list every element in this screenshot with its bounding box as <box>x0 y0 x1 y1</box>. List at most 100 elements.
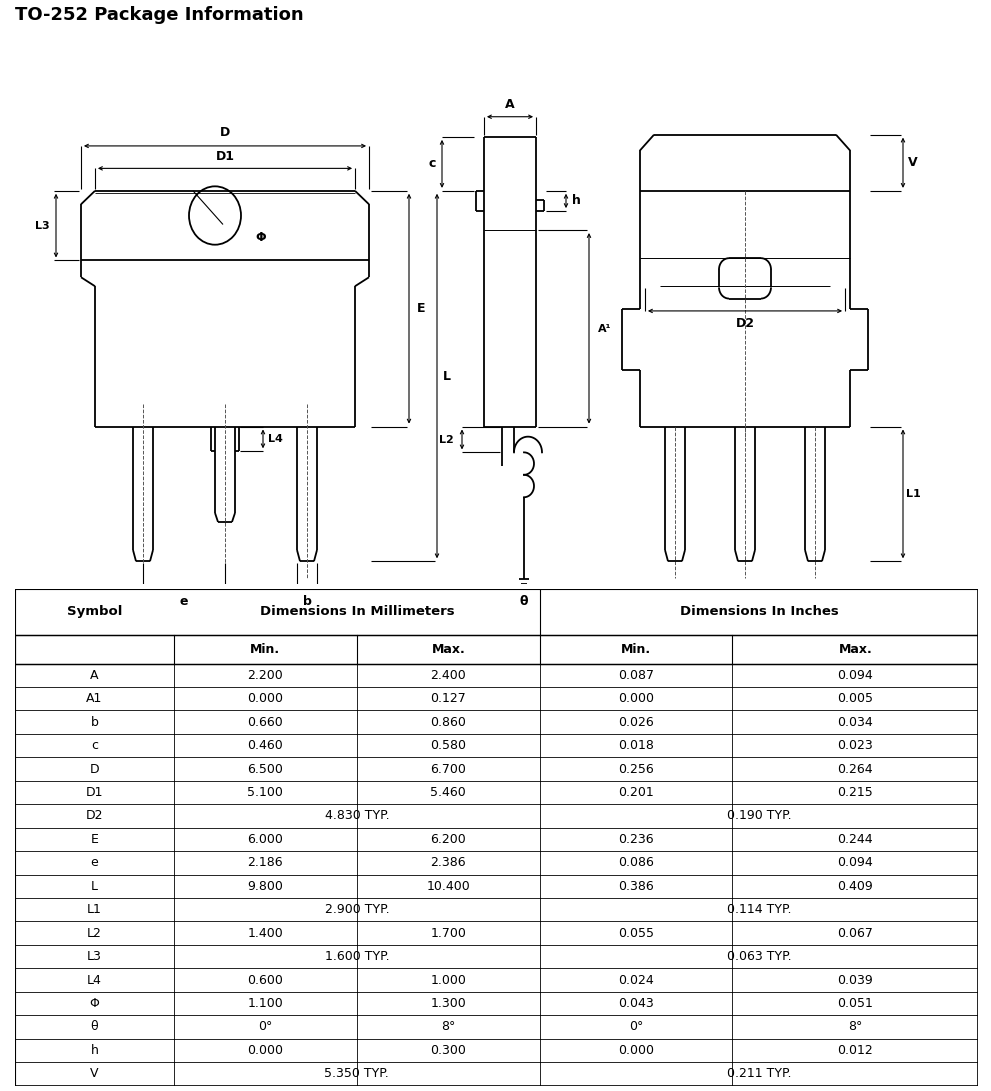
Text: L1: L1 <box>87 903 102 916</box>
Text: V: V <box>90 1067 98 1080</box>
Text: 0.086: 0.086 <box>618 856 654 870</box>
Text: 5.350 TYP.: 5.350 TYP. <box>324 1067 389 1080</box>
Text: Dimensions In Inches: Dimensions In Inches <box>680 606 838 619</box>
Text: 0.051: 0.051 <box>837 997 873 1010</box>
Text: D1: D1 <box>85 786 103 799</box>
Text: 0.039: 0.039 <box>837 973 873 986</box>
Text: 0.094: 0.094 <box>837 856 873 870</box>
Text: e: e <box>179 596 188 608</box>
Text: 0.114 TYP.: 0.114 TYP. <box>726 903 791 916</box>
Text: 0.211 TYP.: 0.211 TYP. <box>726 1067 791 1080</box>
Text: 1.400: 1.400 <box>248 926 283 939</box>
Text: 6.000: 6.000 <box>248 832 283 846</box>
Text: D1: D1 <box>215 149 235 163</box>
Text: θ: θ <box>519 596 528 608</box>
Text: 0.190 TYP.: 0.190 TYP. <box>726 810 791 823</box>
Text: 8°: 8° <box>848 1020 862 1033</box>
Text: 0.067: 0.067 <box>837 926 873 939</box>
Text: e: e <box>90 856 98 870</box>
Text: L2: L2 <box>439 435 453 445</box>
Text: E: E <box>90 832 98 846</box>
Text: E: E <box>417 302 425 315</box>
Text: 1.000: 1.000 <box>430 973 467 986</box>
Text: 1.100: 1.100 <box>248 997 283 1010</box>
Text: L3: L3 <box>87 950 102 963</box>
Text: L4: L4 <box>268 434 282 444</box>
Text: 0.055: 0.055 <box>618 926 654 939</box>
Text: D2: D2 <box>85 810 103 823</box>
Text: 2.200: 2.200 <box>248 669 283 682</box>
Text: 0.000: 0.000 <box>248 693 283 705</box>
Text: 0.005: 0.005 <box>837 693 873 705</box>
Text: 0.300: 0.300 <box>430 1044 467 1057</box>
Text: V: V <box>908 156 918 169</box>
Text: 1.300: 1.300 <box>430 997 466 1010</box>
Text: 0.024: 0.024 <box>618 973 654 986</box>
Text: Max.: Max. <box>838 643 872 656</box>
Text: 1.600 TYP.: 1.600 TYP. <box>324 950 389 963</box>
Text: 0.000: 0.000 <box>618 1044 654 1057</box>
Text: 0.012: 0.012 <box>837 1044 873 1057</box>
Text: 0.244: 0.244 <box>837 832 873 846</box>
Text: D: D <box>89 763 99 776</box>
Text: 9.800: 9.800 <box>248 879 283 892</box>
Text: A¹: A¹ <box>599 324 611 334</box>
Text: 0.860: 0.860 <box>430 716 467 729</box>
Text: 0.043: 0.043 <box>618 997 654 1010</box>
Text: 8°: 8° <box>441 1020 456 1033</box>
Text: A: A <box>90 669 98 682</box>
Text: 0.127: 0.127 <box>430 693 466 705</box>
Text: 0°: 0° <box>258 1020 273 1033</box>
Text: b: b <box>90 716 98 729</box>
Text: h: h <box>572 194 581 207</box>
Text: 0.409: 0.409 <box>837 879 873 892</box>
Text: 2.900 TYP.: 2.900 TYP. <box>324 903 389 916</box>
Text: 0.026: 0.026 <box>618 716 654 729</box>
Text: 1.700: 1.700 <box>430 926 467 939</box>
Text: 0.660: 0.660 <box>248 716 283 729</box>
Text: 2.386: 2.386 <box>430 856 466 870</box>
Text: 0.087: 0.087 <box>618 669 654 682</box>
Text: 0.023: 0.023 <box>837 739 873 752</box>
Text: 2.400: 2.400 <box>430 669 466 682</box>
Text: 0.264: 0.264 <box>837 763 873 776</box>
Text: c: c <box>428 157 436 170</box>
Text: 0.460: 0.460 <box>248 739 283 752</box>
Text: 6.200: 6.200 <box>430 832 466 846</box>
Text: h: h <box>90 1044 98 1057</box>
Text: 0.215: 0.215 <box>837 786 873 799</box>
Text: Min.: Min. <box>251 643 280 656</box>
Text: L: L <box>91 879 98 892</box>
Text: A: A <box>505 98 514 111</box>
Text: Φ: Φ <box>256 231 267 244</box>
Text: A1: A1 <box>86 693 102 705</box>
Text: c: c <box>91 739 98 752</box>
Text: TO-252 Package Information: TO-252 Package Information <box>15 5 303 24</box>
Text: D2: D2 <box>735 316 754 329</box>
Text: Dimensions In Millimeters: Dimensions In Millimeters <box>260 606 454 619</box>
Text: 0.201: 0.201 <box>618 786 654 799</box>
Text: L2: L2 <box>87 926 102 939</box>
Text: 0.018: 0.018 <box>618 739 654 752</box>
Text: L3: L3 <box>35 220 50 230</box>
Text: 2.186: 2.186 <box>248 856 283 870</box>
Text: 0.000: 0.000 <box>618 693 654 705</box>
Text: b: b <box>302 596 311 608</box>
Text: θ: θ <box>90 1020 98 1033</box>
Text: 5.460: 5.460 <box>430 786 466 799</box>
Text: L1: L1 <box>906 489 921 499</box>
Text: 6.700: 6.700 <box>430 763 467 776</box>
Text: 0°: 0° <box>629 1020 643 1033</box>
Text: 0.386: 0.386 <box>618 879 654 892</box>
Text: 4.830 TYP.: 4.830 TYP. <box>324 810 389 823</box>
Text: 0.600: 0.600 <box>248 973 283 986</box>
Text: Symbol: Symbol <box>66 606 122 619</box>
Text: 0.580: 0.580 <box>430 739 467 752</box>
Text: L4: L4 <box>87 973 102 986</box>
Text: Min.: Min. <box>621 643 651 656</box>
Text: 0.000: 0.000 <box>248 1044 283 1057</box>
Text: Max.: Max. <box>431 643 465 656</box>
Text: 0.256: 0.256 <box>618 763 654 776</box>
Text: 0.236: 0.236 <box>618 832 654 846</box>
Text: 0.094: 0.094 <box>837 669 873 682</box>
